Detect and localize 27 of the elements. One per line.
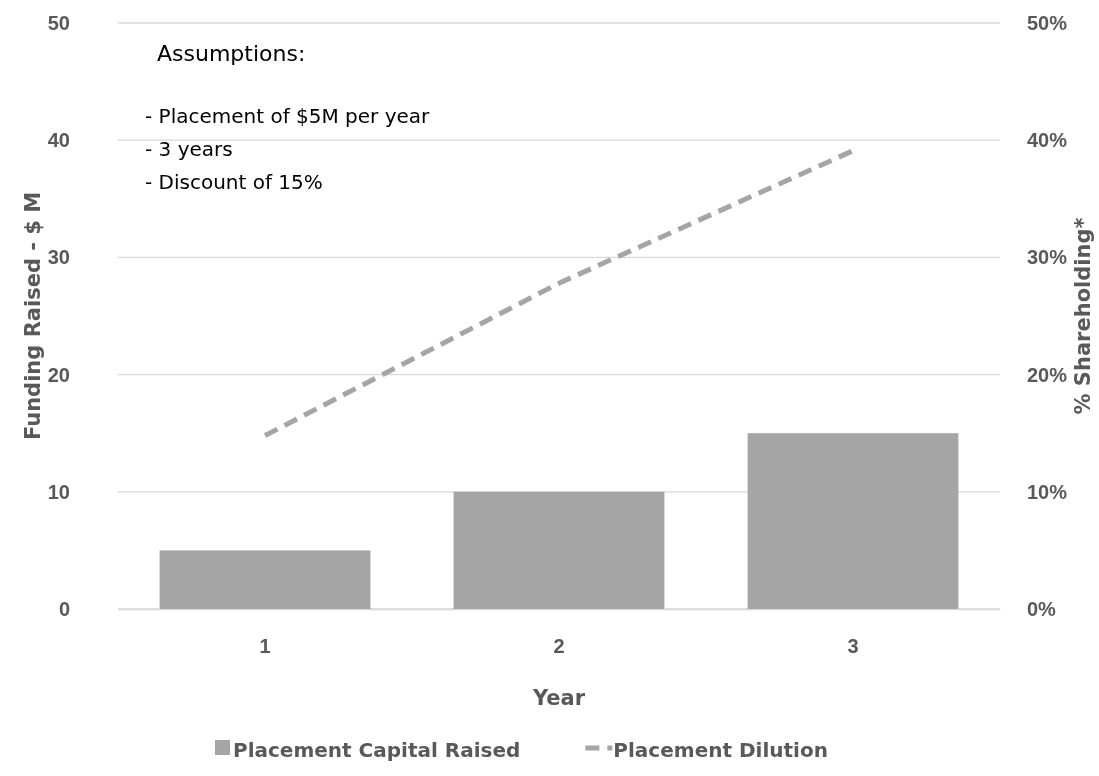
annotation: - Discount of 15% [145,170,323,194]
y-tick-label: 20 [47,363,70,386]
y2-tick-label: 30% [1027,246,1068,269]
x-tick-label: 3 [847,635,859,658]
bar [453,491,665,609]
y-tick-label: 30 [47,246,70,269]
y2-tick-label: 20% [1027,363,1068,386]
x-tick-label: 2 [553,635,565,658]
y2-tick-label: 40% [1027,129,1068,152]
y2-axis-title: % Shareholding* [1071,217,1095,415]
y2-tick-label: 10% [1027,480,1068,503]
y-tick-label: 40 [47,129,70,152]
bar [747,433,959,609]
annotation: - Placement of $5M per year [145,104,431,128]
x-axis-title: Year [531,686,586,710]
y2-tick-label: 50% [1027,11,1068,34]
legend-label: Placement Capital Raised [233,738,521,762]
y-axis-title: Funding Raised - $ M [21,191,45,441]
annotation: Assumptions: [157,41,306,66]
y-tick-label: 50 [47,11,70,34]
y-tick-label: 0 [58,597,70,620]
legend-label: Placement Dilution [613,738,828,762]
y2-tick-label: 0% [1027,597,1057,620]
x-tick-label: 1 [259,635,271,658]
y-tick-label: 10 [47,480,70,503]
bar [159,550,371,609]
annotation: - 3 years [145,137,233,161]
